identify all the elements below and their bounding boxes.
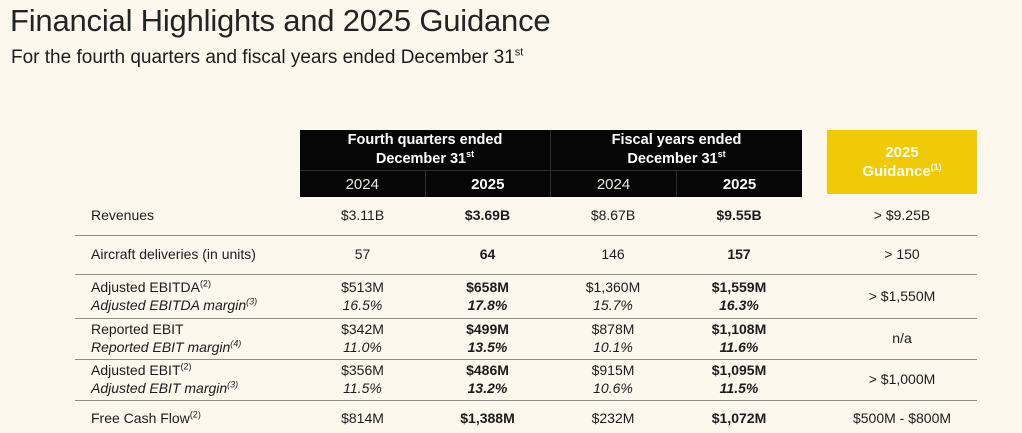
year-label-fy-2024: 2024 (551, 171, 677, 197)
cell-fy-2024: $915M 10.6% (591, 362, 635, 396)
row-label: Adjusted EBITDA(2) Adjusted EBITDA margi… (91, 277, 258, 313)
row-label: Revenues (91, 207, 155, 224)
cell-q4-2025: 64 (479, 246, 496, 263)
row-label: Aircraft deliveries (in units) (91, 246, 256, 263)
guidance-header-line1: 2025 (885, 143, 919, 161)
page-title-text: Financial Highlights and 2025 Guidance (10, 3, 551, 38)
page-title: Financial Highlights and 2025 Guidance (10, 3, 551, 39)
row-label: Free Cash Flow(2) (91, 408, 201, 426)
page-subtitle-text: For the fourth quarters and fiscal years… (11, 47, 515, 68)
guidance-value: > $9.25B (873, 207, 931, 224)
cell-q4-2024: $342M 11.0% (341, 321, 384, 355)
guidance-value: > 150 (884, 246, 920, 263)
table-row-free-cash-flow: Free Cash Flow(2) $814M $1,388M $232M $1… (75, 400, 977, 433)
cell-fy-2024: $878M 10.1% (591, 321, 635, 355)
cell-q4-2025: $658M 17.8% (466, 278, 509, 313)
row-label: Adjusted EBIT(2) Adjusted EBIT margin(3) (91, 361, 239, 396)
financial-table: Fourth quarters ended December 31st 2024… (75, 130, 977, 433)
header-group-line1: Fourth quarters ended (347, 132, 503, 149)
cell-fy-2025: 157 (727, 246, 751, 263)
table-row-aircraft-deliveries: Aircraft deliveries (in units) 57 64 146… (75, 235, 977, 274)
table-header: Fourth quarters ended December 31st 2024… (75, 130, 977, 197)
year-label-q4-2024: 2024 (300, 171, 426, 197)
cell-q4-2025: $1,388M (460, 409, 515, 426)
page-subtitle-superscript: st (514, 46, 524, 59)
cell-fy-2024: $1,360M 15.7% (585, 278, 641, 313)
header-group-title: Fiscal years ended December 31st (551, 130, 802, 171)
cell-fy-2025: $9.55B (716, 207, 762, 224)
cell-fy-2025: $1,072M (711, 409, 767, 426)
table-row-adjusted-ebitda: Adjusted EBITDA(2) Adjusted EBITDA margi… (75, 274, 977, 318)
cell-q4-2025: $486M 13.2% (466, 362, 509, 396)
header-group-line1: Fiscal years ended (611, 132, 742, 149)
cell-fy-2025: $1,095M 11.5% (711, 362, 767, 396)
cell-fy-2025: $1,559M 16.3% (711, 278, 767, 313)
cell-fy-2024: $8.67B (590, 207, 636, 224)
cell-q4-2024: $814M (341, 409, 384, 426)
row-label: Reported EBIT Reported EBIT margin(4) (91, 321, 242, 355)
guidance-value: > $1,550M (868, 287, 936, 304)
header-group-line2: December 31st (375, 149, 475, 167)
guidance-header: 2025 Guidance(1) (827, 130, 977, 194)
cell-fy-2025: $1,108M 11.6% (711, 321, 767, 355)
guidance-value: > $1,000M (868, 371, 936, 388)
cell-q4-2025: $3.69B (464, 207, 511, 224)
header-years-row: 2024 2025 (551, 171, 802, 197)
table-row-adjusted-ebit: Adjusted EBIT(2) Adjusted EBIT margin(3)… (75, 359, 977, 400)
header-group-fourth-quarters: Fourth quarters ended December 31st 2024… (300, 130, 550, 197)
header-group-line2: December 31st (627, 149, 726, 167)
page-subtitle: For the fourth quarters and fiscal years… (11, 47, 523, 69)
cell-q4-2024: $513M 16.5% (341, 278, 384, 313)
cell-q4-2024: $356M 11.5% (341, 362, 384, 396)
header-years-row: 2024 2025 (300, 171, 550, 197)
cell-fy-2024: 146 (601, 246, 625, 263)
year-label-q4-2025: 2025 (471, 175, 505, 193)
cell-q4-2024: 57 (354, 246, 371, 263)
header-group-title: Fourth quarters ended December 31st (300, 130, 550, 171)
table-row-reported-ebit: Reported EBIT Reported EBIT margin(4) $3… (75, 318, 977, 359)
cell-q4-2025: $499M 13.5% (466, 321, 509, 355)
table-body: Revenues $3.11B $3.69B $8.67B $9.55B > $… (75, 197, 977, 433)
guidance-value: n/a (892, 330, 912, 347)
guidance-value: $500M - $800M (852, 409, 952, 426)
header-group-fiscal-years: Fiscal years ended December 31st 2024 20… (550, 130, 802, 197)
cell-q4-2024: $3.11B (340, 207, 385, 224)
cell-fy-2024: $232M (591, 409, 635, 426)
guidance-header-line2: Guidance(1) (862, 162, 942, 181)
table-row-revenues: Revenues $3.11B $3.69B $8.67B $9.55B > $… (75, 197, 977, 235)
year-label-fy-2025: 2025 (722, 175, 757, 193)
